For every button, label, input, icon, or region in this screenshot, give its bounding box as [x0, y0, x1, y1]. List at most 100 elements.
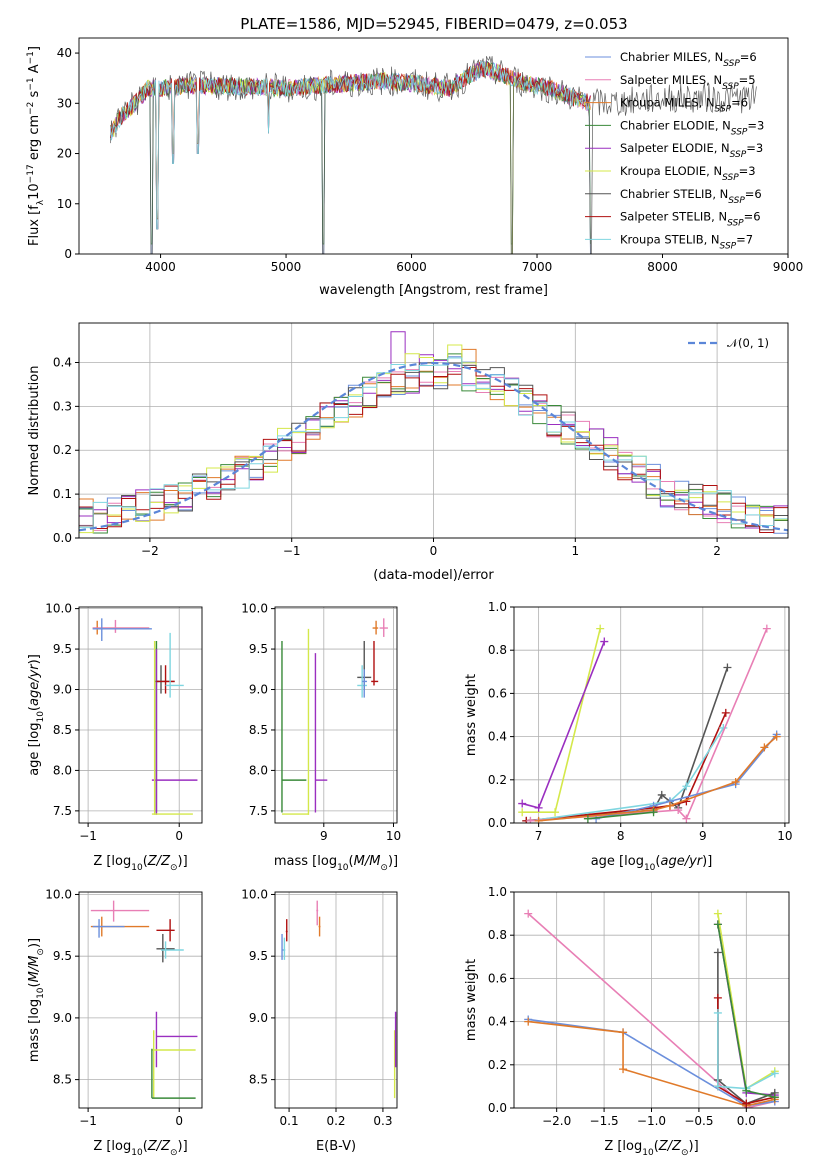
weight-marker-chabrier_stelib	[657, 790, 666, 799]
x-tick-label: 4000	[145, 260, 176, 274]
weight-marker-kroupa_stelib	[682, 782, 691, 791]
y-tick-label: 0.4	[488, 730, 507, 744]
x-tick-label: 0	[175, 829, 183, 843]
weight-marker-salpeter_miles	[674, 806, 683, 815]
y-tick-label: 10.0	[45, 602, 72, 616]
weight-marker-chabrier_elodie	[583, 814, 592, 823]
age_weight-axes: 7 8 9 10 0.0 0.2 0.4 0.6 0.8 1.0	[488, 600, 793, 843]
weight-marker-salpeter_elodie	[600, 637, 609, 646]
weight-line-salpeter_elodie	[522, 641, 606, 809]
z_mass-x-axis-label: Z [log10(Z/Z⊙)]	[93, 1139, 187, 1158]
y-tick-label: 0.8	[488, 643, 507, 657]
weight-marker-kroupa_miles	[731, 777, 740, 786]
legend-label-kroupa_miles: Kroupa MILES, NSSP=6	[620, 96, 748, 115]
weight-line-kroupa_stelib	[717, 1012, 776, 1090]
weight-marker-chabrier_elodie	[770, 1093, 779, 1102]
y-tick-label: 0.4	[53, 355, 72, 369]
mass_age-x-axis-label: mass [log10(M/M⊙)]	[274, 854, 398, 873]
y-tick-label: 9.0	[249, 1011, 268, 1025]
weight-line-chabrier_stelib	[526, 667, 729, 822]
spectrum-y-axis-label: Flux [fλ10−17 erg cm−2 s−1 A−1]	[26, 46, 46, 246]
x-tick-label: 0	[430, 544, 438, 558]
y-tick-label: 0.0	[488, 816, 507, 830]
weight-marker-salpeter_elodie	[518, 799, 527, 808]
weight-marker-kroupa_miles	[760, 743, 769, 752]
y-tick-label: 9.0	[53, 1011, 72, 1025]
y-tick-label: 9.5	[249, 642, 268, 656]
z_weight-x-axis-label: Z [log10(Z/Z⊙)]	[604, 1139, 698, 1158]
weight-marker-chabrier_elodie	[742, 1086, 751, 1095]
weight-line-salpeter_miles	[530, 628, 768, 822]
y-tick-label: 8.5	[53, 1073, 72, 1087]
weight-line-kroupa_elodie	[522, 628, 601, 814]
z_age-axes: −1 0 7.5 8.0 8.5 9.0 9.5 10.0	[45, 602, 202, 843]
residuals-frame	[78, 322, 789, 539]
x-tick-label: 5000	[271, 260, 302, 274]
weight-marker-kroupa_stelib	[770, 1069, 779, 1078]
x-tick-label: 7000	[522, 260, 553, 274]
age_weight-y-axis-label: mass weight	[464, 674, 479, 756]
y-tick-label: 0.4	[488, 1015, 507, 1029]
weight-marker-kroupa_elodie	[551, 808, 560, 817]
ebv_mass-frame	[274, 891, 398, 1109]
z_age-y-axis-label: age [log10(age/yr)]	[27, 654, 46, 776]
z_age-plot-area	[92, 618, 198, 815]
y-tick-label: 30	[57, 96, 72, 110]
y-tick-label: 40	[57, 46, 72, 60]
panels-group: 4000 5000 6000 7000 8000 9000010203040wavelen…	[26, 37, 804, 1158]
x-tick-label: 0.0	[737, 1114, 756, 1128]
x-tick-label: 8	[617, 829, 625, 843]
weight-marker-salpeter_stelib	[742, 1099, 751, 1108]
weight-marker-kroupa_stelib	[713, 1082, 722, 1091]
weight-line-chabrier_miles	[595, 733, 778, 820]
x-tick-label: −0.5	[684, 1114, 713, 1128]
z_weight-frame	[513, 891, 790, 1109]
weight-marker-salpeter_miles	[682, 814, 691, 823]
spectrum-axes: 4000 5000 6000 7000 8000 9000 0 10 20 30 40	[57, 46, 804, 274]
mass_age-axes: 9 10 7.5 8.0 8.5 9.0 9.5 10.0	[241, 602, 401, 843]
x-tick-label: 1	[571, 544, 579, 558]
y-tick-label: 0.1	[53, 487, 72, 501]
legend-label-salpeter_miles: Salpeter MILES, NSSP=5	[620, 73, 756, 92]
y-tick-label: 7.5	[53, 804, 72, 818]
y-tick-label: 0.6	[488, 686, 507, 700]
weight-marker-salpeter_miles	[524, 909, 533, 918]
y-tick-label: 0.3	[53, 399, 72, 413]
x-tick-label: 0.2	[326, 1114, 345, 1128]
y-tick-label: 1.0	[488, 885, 507, 899]
y-tick-label: 0.2	[53, 443, 72, 457]
legend-label-chabrier_elodie: Chabrier ELODIE, NSSP=3	[620, 118, 764, 137]
y-tick-label: 8.5	[249, 1073, 268, 1087]
x-tick-label: −1	[79, 1114, 97, 1128]
x-tick-label: −1	[283, 544, 301, 558]
age_weight-frame	[513, 606, 790, 824]
y-tick-label: 1.0	[488, 600, 507, 614]
residuals-legend-label: 𝒩(0, 1)	[727, 336, 769, 350]
legend-label-salpeter_stelib: Salpeter STELIB, NSSP=6	[620, 210, 761, 229]
legend-label-kroupa_stelib: Kroupa STELIB, NSSP=7	[620, 232, 753, 251]
x-tick-label: 9	[320, 829, 328, 843]
x-tick-label: −1.5	[590, 1114, 619, 1128]
y-tick-label: 8.0	[53, 763, 72, 777]
z_mass-frame	[78, 891, 203, 1109]
y-tick-label: 9.0	[53, 683, 72, 697]
y-tick-label: 0.0	[488, 1101, 507, 1115]
x-tick-label: 0.3	[373, 1114, 392, 1128]
weight-marker-chabrier_elodie	[713, 920, 722, 929]
y-tick-label: 20	[57, 147, 72, 161]
legend-label-chabrier_stelib: Chabrier STELIB, NSSP=6	[620, 187, 762, 206]
spectrum-line-kroupa_stelib	[110, 61, 591, 230]
y-tick-label: 10.0	[241, 887, 268, 901]
spectrum-frame	[78, 37, 789, 255]
x-tick-label: 9000	[773, 260, 804, 274]
weight-marker-kroupa_miles	[524, 1017, 533, 1026]
z_mass-axes: −1 0 8.5 9.0 9.5 10.0	[45, 887, 202, 1128]
x-tick-label: −1	[79, 829, 97, 843]
weight-marker-kroupa_elodie	[596, 624, 605, 633]
x-tick-label: 2	[713, 544, 721, 558]
x-tick-label: 10	[777, 829, 792, 843]
y-tick-label: 0.0	[53, 531, 72, 545]
x-tick-label: 9	[699, 829, 707, 843]
normal-curve	[79, 361, 788, 532]
